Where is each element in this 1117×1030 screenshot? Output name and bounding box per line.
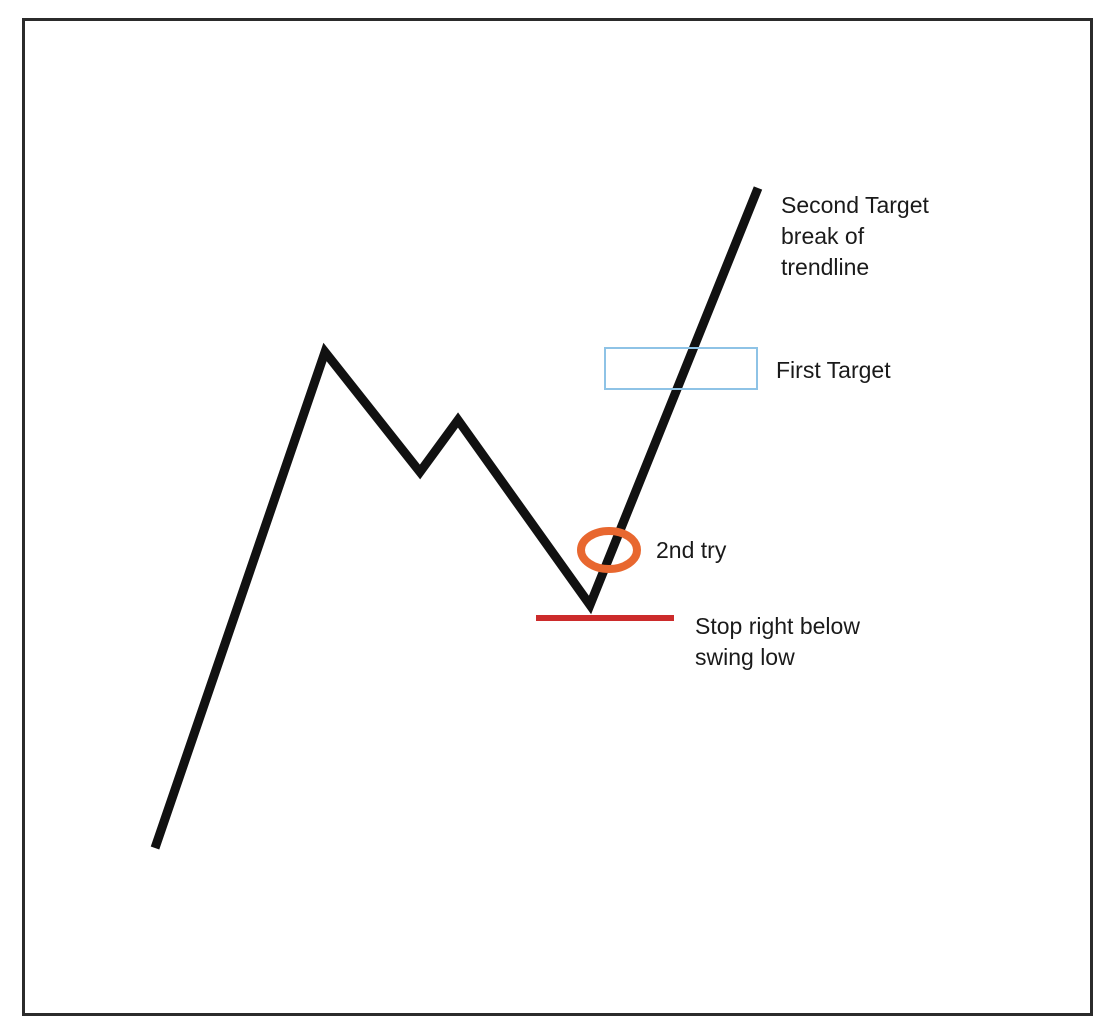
first-target-zone [604,347,758,390]
stop-line-1: Stop right below [695,613,860,639]
second-target-label: Second Target break of trendline [781,190,929,283]
stop-label: Stop right below swing low [695,611,860,673]
second-try-ring [577,527,641,573]
stop-line-2: swing low [695,644,795,670]
second-target-line-3: trendline [781,254,870,280]
price-path-line [150,186,763,850]
first-target-label: First Target [776,357,891,383]
second-try-label: 2nd try [656,537,727,563]
second-target-line-1: Second Target [781,192,929,218]
diagram-frame [22,18,1093,1016]
second-target-line-2: break of [781,223,865,249]
